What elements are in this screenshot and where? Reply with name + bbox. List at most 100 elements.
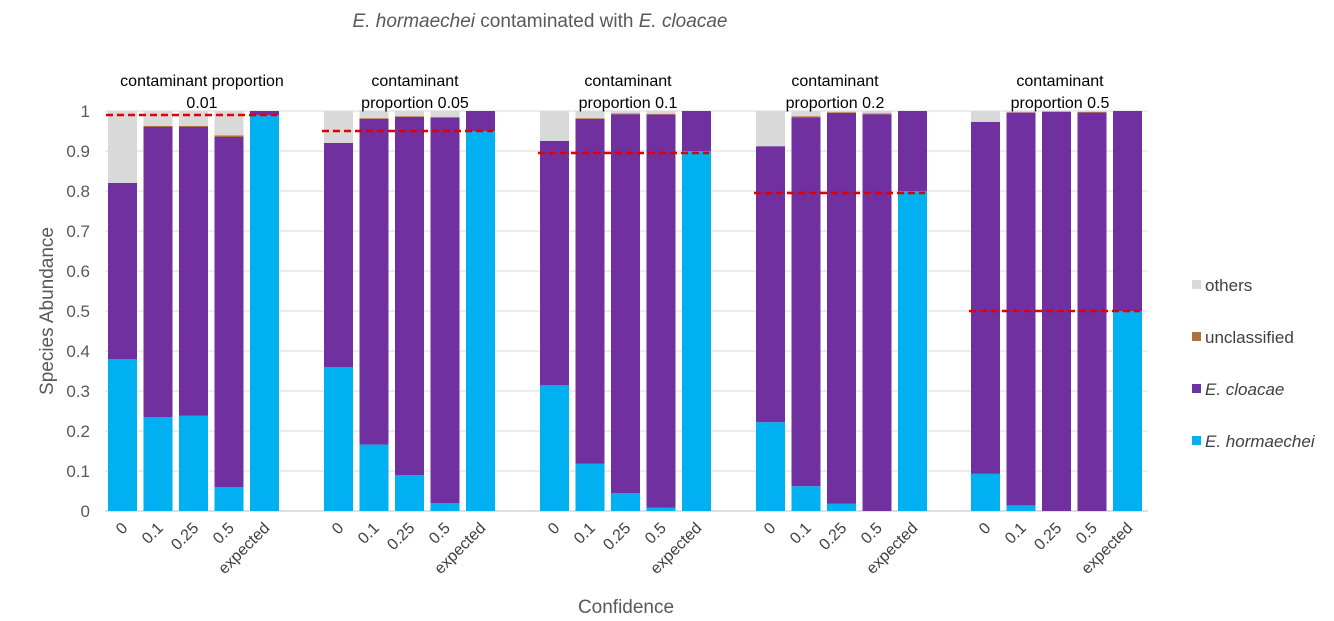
bar-segment-cloacae: [214, 137, 244, 487]
x-category-label: 0: [113, 520, 131, 538]
bar-segment-cloacae: [143, 127, 173, 417]
y-axis-ticks: 0 0.1 0.2 0.3 0.4 0.5 0.6 0.7 0.8 0.9 1: [66, 102, 90, 521]
bar-segment-hormaechei: [646, 507, 676, 511]
bar-segment-cloacae: [611, 114, 640, 493]
x-category-label: 0.1: [571, 520, 599, 548]
y-tick-label: 0.7: [66, 222, 90, 241]
legend-label-hormaechei: E. hormaechei: [1205, 432, 1316, 451]
bar-segment-hormaechei: [179, 415, 208, 511]
y-tick-label: 0: [81, 502, 90, 521]
panel-title: proportion 0.2: [786, 95, 885, 112]
bar-segment-unclassified: [179, 125, 208, 127]
x-category-label: 0.25: [1031, 520, 1065, 554]
bar-segment-others: [646, 111, 676, 114]
chart-title-part: contaminated with: [475, 11, 639, 32]
bar-segment-others: [540, 111, 569, 141]
x-category-label: 0.1: [139, 520, 167, 548]
bar-segment-others: [827, 111, 856, 113]
y-tick-label: 0.6: [66, 262, 90, 281]
bar-segment-cloacae: [324, 143, 353, 367]
bar-segment-hormaechei: [791, 486, 821, 511]
y-tick-label: 0.1: [66, 462, 90, 481]
bar-segment-hormaechei: [359, 444, 389, 511]
bar-segment-cloacae: [108, 183, 137, 359]
x-category-label: 0.25: [168, 520, 202, 554]
panel-title: contaminant: [371, 73, 459, 90]
bar-segment-hormaechei: [250, 115, 279, 511]
bar-segment-hormaechei: [395, 475, 424, 511]
x-category-label: 0: [545, 520, 563, 538]
bar-segment-cloacae: [395, 117, 424, 475]
bar-segment-hormaechei: [214, 487, 244, 511]
bar-segment-others: [324, 111, 353, 143]
x-category-label: 0.5: [210, 520, 238, 548]
x-category-label: 0.1: [787, 520, 815, 548]
bar-segment-cloacae: [971, 121, 1000, 474]
legend-label-cloacae: E. cloacae: [1205, 380, 1284, 399]
bar-segment-unclassified: [646, 113, 676, 115]
bar-segment-unclassified: [430, 117, 460, 118]
bar-segment-unclassified: [1077, 111, 1107, 113]
x-category-label: 0.5: [1073, 520, 1101, 548]
y-tick-label: 0.8: [66, 182, 90, 201]
x-category-label: 0.1: [1002, 520, 1030, 548]
legend-swatch-hormaechei: [1192, 436, 1201, 445]
legend-swatch-unclassified: [1192, 332, 1201, 341]
bar-segment-unclassified: [214, 135, 244, 137]
panel-title: contaminant: [791, 73, 879, 90]
bar-segment-cloacae: [756, 146, 785, 423]
bar-segment-cloacae: [359, 119, 389, 445]
bar-segment-hormaechei: [108, 359, 137, 511]
y-tick-label: 0.9: [66, 142, 90, 161]
bar-segment-others: [395, 111, 424, 117]
x-category-label: 0.25: [384, 520, 418, 554]
bar-segment-cloacae: [250, 111, 279, 115]
y-tick-label: 0.5: [66, 302, 90, 321]
x-category-label: 0.25: [600, 520, 634, 554]
y-tick-label: 0.2: [66, 422, 90, 441]
bar-segment-hormaechei: [466, 131, 495, 511]
bar-segment-others: [1077, 111, 1107, 112]
bar-segment-hormaechei: [540, 385, 569, 511]
x-category-label: 0: [976, 520, 994, 538]
bar-segment-cloacae: [791, 117, 821, 487]
x-category-label: 0.5: [426, 520, 454, 548]
chart-title-part: E. cloacae: [639, 11, 728, 32]
expected-lines: [106, 113, 1140, 313]
chart-title-part: E. hormaechei: [353, 11, 476, 32]
panel-title: contaminant proportion: [120, 73, 284, 90]
panel-title: proportion 0.5: [1011, 95, 1110, 112]
bar-segment-hormaechei: [143, 417, 173, 511]
x-category-label: 0.5: [858, 520, 886, 548]
bar-segment-hormaechei: [827, 503, 856, 511]
legend-label-unclassified: unclassified: [1205, 328, 1294, 347]
bars: [108, 111, 1142, 512]
legend: others unclassified E. cloacae E. hormaeche…: [1192, 276, 1316, 451]
bar-segment-hormaechei: [1113, 311, 1142, 511]
bar-segment-others: [179, 111, 208, 126]
bar-segment-others: [143, 111, 173, 126]
bar-segment-others: [611, 111, 640, 114]
legend-swatch-cloacae: [1192, 384, 1201, 393]
bar-segment-unclassified: [611, 113, 640, 115]
y-tick-label: 0.3: [66, 382, 90, 401]
bar-segment-unclassified: [862, 113, 892, 115]
bar-segment-hormaechei: [682, 151, 711, 511]
chart-title: E. hormaechei contaminated with E. cloac…: [353, 11, 728, 32]
bar-segment-others: [430, 111, 460, 117]
x-category-label: 0.1: [355, 520, 383, 548]
bar-segment-others: [108, 111, 137, 183]
x-category-label: 0.5: [642, 520, 670, 548]
bar-segment-cloacae: [862, 114, 892, 511]
legend-swatch-others: [1192, 280, 1201, 289]
x-category-label: 0: [761, 520, 779, 538]
bar-segment-others: [359, 111, 389, 119]
panel-title: 0.01: [186, 95, 217, 112]
bar-segment-cloacae: [466, 111, 495, 131]
bar-segment-others: [862, 111, 892, 114]
bar-segment-unclassified: [395, 116, 424, 117]
bar-segment-hormaechei: [971, 473, 1000, 511]
bar-segment-cloacae: [827, 113, 856, 504]
